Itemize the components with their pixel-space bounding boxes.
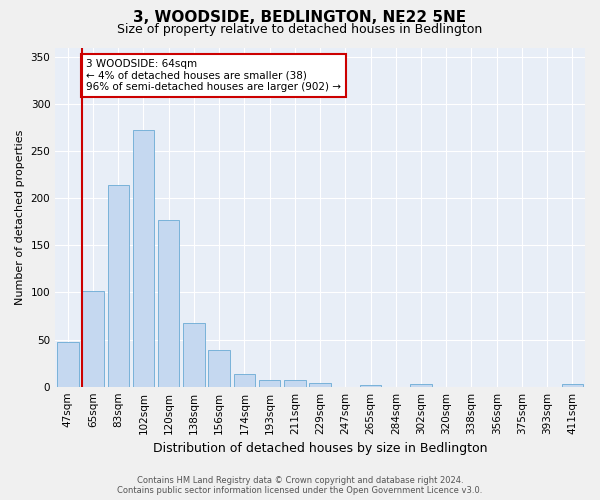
Bar	[158, 220, 179, 386]
X-axis label: Distribution of detached houses by size in Bedlington: Distribution of detached houses by size …	[153, 442, 487, 455]
Bar	[310, 383, 331, 386]
Text: Size of property relative to detached houses in Bedlington: Size of property relative to detached ho…	[118, 22, 482, 36]
Bar	[82, 290, 104, 386]
Bar	[410, 384, 432, 386]
Bar	[107, 185, 129, 386]
Text: 3 WOODSIDE: 64sqm
← 4% of detached houses are smaller (38)
96% of semi-detached : 3 WOODSIDE: 64sqm ← 4% of detached house…	[86, 59, 341, 92]
Bar	[133, 130, 154, 386]
Text: Contains HM Land Registry data © Crown copyright and database right 2024.
Contai: Contains HM Land Registry data © Crown c…	[118, 476, 482, 495]
Bar	[208, 350, 230, 387]
Bar	[360, 385, 381, 386]
Text: 3, WOODSIDE, BEDLINGTON, NE22 5NE: 3, WOODSIDE, BEDLINGTON, NE22 5NE	[133, 10, 467, 25]
Bar	[57, 342, 79, 386]
Bar	[562, 384, 583, 386]
Y-axis label: Number of detached properties: Number of detached properties	[15, 130, 25, 305]
Bar	[284, 380, 305, 386]
Bar	[183, 322, 205, 386]
Bar	[259, 380, 280, 386]
Bar	[233, 374, 255, 386]
